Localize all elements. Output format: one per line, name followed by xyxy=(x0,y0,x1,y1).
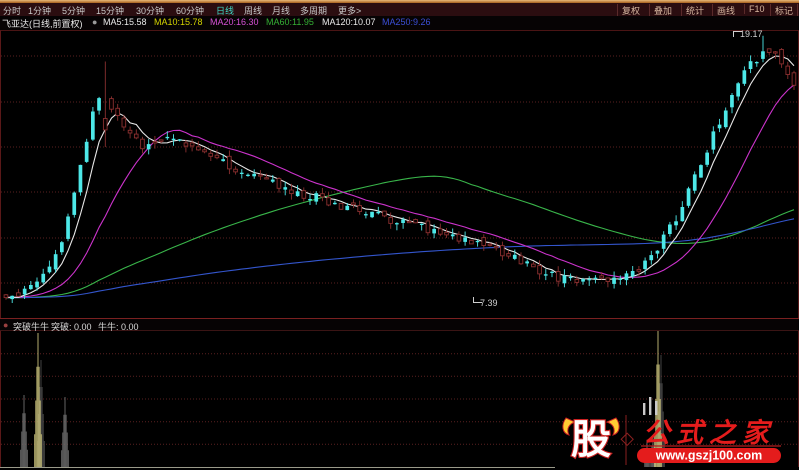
svg-text:股: 股 xyxy=(571,418,611,462)
svg-text:www.gszj100.com: www.gszj100.com xyxy=(655,449,763,463)
svg-text:公式之家: 公式之家 xyxy=(643,418,775,448)
